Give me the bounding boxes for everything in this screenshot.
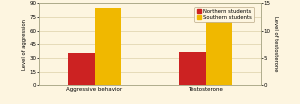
Bar <box>94 8 121 85</box>
Bar <box>179 52 206 85</box>
Y-axis label: Level of aggression: Level of aggression <box>22 19 27 70</box>
Bar <box>68 53 94 85</box>
Legend: Northern students, Southern students: Northern students, Southern students <box>194 7 254 22</box>
Bar <box>206 20 232 85</box>
Y-axis label: Level of testosterone: Level of testosterone <box>273 16 278 72</box>
